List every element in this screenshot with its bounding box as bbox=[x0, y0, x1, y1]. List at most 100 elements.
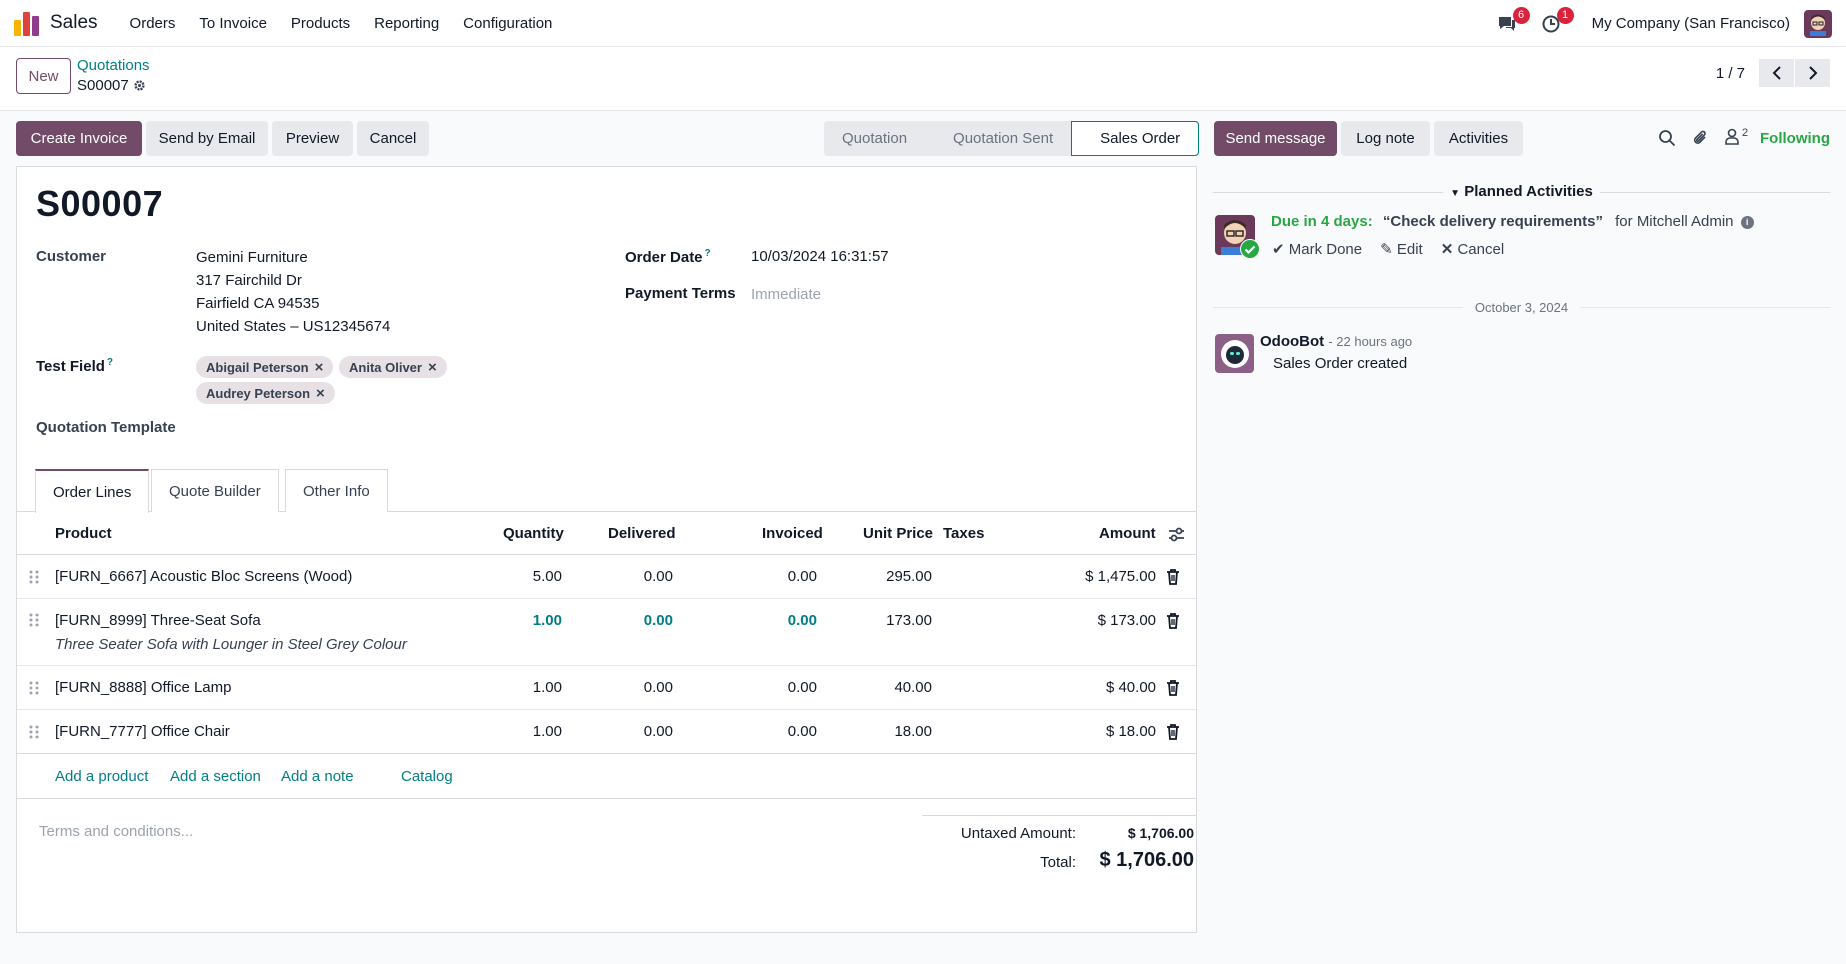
drag-handle-icon[interactable] bbox=[29, 681, 39, 695]
tab-order-lines[interactable]: Order Lines bbox=[35, 469, 150, 513]
line-unit-price[interactable]: 295.00 bbox=[886, 568, 932, 585]
odoobot-avatar[interactable] bbox=[1215, 334, 1254, 373]
menu-configuration[interactable]: Configuration bbox=[463, 14, 553, 32]
line-unit-price[interactable]: 40.00 bbox=[894, 679, 932, 696]
paperclip-icon[interactable] bbox=[1692, 129, 1710, 147]
app-logo-icon[interactable] bbox=[14, 10, 40, 36]
column-product[interactable]: Product bbox=[55, 525, 112, 542]
line-unit-price[interactable]: 18.00 bbox=[894, 723, 932, 740]
send-message-button[interactable]: Send message bbox=[1214, 121, 1337, 156]
app-name[interactable]: Sales bbox=[50, 12, 98, 33]
line-delivered[interactable]: 0.00 bbox=[643, 723, 673, 740]
optional-columns-icon[interactable] bbox=[1168, 527, 1185, 542]
table-row[interactable]: [FURN_7777] Office Chair 1.00 0.00 0.00 … bbox=[17, 710, 1196, 754]
line-quantity[interactable]: 1.00 bbox=[532, 679, 562, 696]
activity-due: Due in 4 days: bbox=[1271, 213, 1373, 230]
create-invoice-button[interactable]: Create Invoice bbox=[16, 121, 142, 156]
add-note-link[interactable]: Add a note bbox=[281, 768, 354, 785]
line-delivered[interactable]: 0.00 bbox=[643, 612, 673, 629]
pager-previous-button[interactable] bbox=[1759, 59, 1794, 87]
send-by-email-button[interactable]: Send by Email bbox=[146, 121, 268, 156]
line-delivered[interactable]: 0.00 bbox=[643, 568, 673, 585]
following-button[interactable]: Following bbox=[1760, 130, 1830, 147]
stage-quotation-sent[interactable]: Quotation Sent bbox=[925, 121, 1072, 156]
line-description[interactable]: Three Seater Sofa with Lounger in Steel … bbox=[55, 636, 407, 653]
help-tooltip-icon[interactable]: ? bbox=[106, 357, 114, 368]
help-tooltip-icon[interactable]: ? bbox=[704, 248, 711, 259]
column-amount[interactable]: Amount bbox=[1099, 525, 1156, 542]
remove-tag-icon[interactable]: × bbox=[316, 384, 325, 402]
drag-handle-icon[interactable] bbox=[29, 570, 39, 584]
column-delivered[interactable]: Delivered bbox=[608, 525, 676, 542]
activity-menu[interactable]: 1 bbox=[1540, 6, 1574, 35]
payment-terms-field[interactable]: Immediate bbox=[751, 286, 822, 303]
edit-activity-button[interactable]: ✎ Edit bbox=[1380, 241, 1423, 258]
planned-activities-toggle[interactable]: ▼ Planned Activities bbox=[1213, 183, 1830, 200]
totals-divider bbox=[922, 815, 1196, 816]
breadcrumb-quotations[interactable]: Quotations bbox=[77, 57, 150, 74]
tag-label: Abigail Peterson bbox=[206, 359, 309, 375]
menu-products[interactable]: Products bbox=[290, 14, 351, 32]
tab-other-info[interactable]: Other Info bbox=[285, 469, 388, 512]
mark-done-button[interactable]: ✔ Mark Done bbox=[1272, 241, 1363, 258]
pager-value[interactable]: 1 / 7 bbox=[1715, 64, 1745, 82]
activity-actions: ✔ Mark Done ✎ Edit ✕ Cancel bbox=[1272, 240, 1504, 258]
column-unit-price[interactable]: Unit Price bbox=[863, 525, 934, 542]
message-author[interactable]: OdooBot bbox=[1260, 333, 1325, 350]
line-product[interactable]: [FURN_7777] Office Chair bbox=[55, 723, 230, 740]
remove-tag-icon[interactable]: × bbox=[314, 358, 324, 376]
cancel-activity-button[interactable]: ✕ Cancel bbox=[1440, 241, 1505, 258]
search-icon[interactable] bbox=[1658, 129, 1676, 147]
tag-label: Audrey Peterson bbox=[206, 385, 311, 401]
activities-button[interactable]: Activities bbox=[1434, 121, 1523, 156]
close-icon: ✕ bbox=[1440, 241, 1454, 258]
company-switcher[interactable]: My Company (San Francisco) bbox=[1591, 15, 1790, 32]
customer-link[interactable]: Gemini Furniture bbox=[196, 249, 308, 266]
trash-icon[interactable] bbox=[1166, 680, 1180, 696]
menu-reporting[interactable]: Reporting bbox=[374, 14, 440, 32]
remove-tag-icon[interactable]: × bbox=[427, 358, 437, 376]
table-row[interactable]: [FURN_8888] Office Lamp 1.00 0.00 0.00 4… bbox=[17, 666, 1196, 710]
add-product-link[interactable]: Add a product bbox=[55, 768, 149, 785]
new-button[interactable]: New bbox=[16, 58, 71, 94]
trash-icon[interactable] bbox=[1166, 613, 1180, 629]
add-section-link[interactable]: Add a section bbox=[170, 768, 261, 785]
order-date-field[interactable]: 10/03/2024 16:31:57 bbox=[751, 248, 889, 265]
user-avatar[interactable] bbox=[1804, 9, 1832, 38]
stage-quotation[interactable]: Quotation bbox=[824, 121, 926, 156]
trash-icon[interactable] bbox=[1166, 724, 1180, 740]
table-row[interactable]: [FURN_6667] Acoustic Bloc Screens (Wood)… bbox=[17, 555, 1196, 599]
drag-handle-icon[interactable] bbox=[29, 613, 39, 627]
line-product[interactable]: [FURN_8888] Office Lamp bbox=[55, 679, 232, 696]
preview-button[interactable]: Preview bbox=[272, 121, 353, 156]
terms-and-conditions-field[interactable]: Terms and conditions... bbox=[39, 823, 194, 840]
line-product[interactable]: [FURN_8999] Three-Seat Sofa bbox=[55, 612, 261, 629]
table-row[interactable]: [FURN_8999] Three-Seat Sofa Three Seater… bbox=[17, 599, 1196, 666]
menu-to-invoice[interactable]: To Invoice bbox=[199, 14, 267, 32]
line-unit-price[interactable]: 173.00 bbox=[886, 612, 932, 629]
stage-sales-order[interactable]: Sales Order bbox=[1071, 121, 1200, 156]
column-quantity[interactable]: Quantity bbox=[503, 525, 564, 542]
info-icon[interactable]: i bbox=[1740, 215, 1754, 229]
line-quantity[interactable]: 1.00 bbox=[532, 612, 562, 629]
gear-icon[interactable] bbox=[133, 79, 146, 92]
line-product[interactable]: [FURN_6667] Acoustic Bloc Screens (Wood) bbox=[55, 568, 353, 585]
total-label: Total: bbox=[1040, 854, 1076, 871]
message-time: - 22 hours ago bbox=[1328, 334, 1413, 349]
line-quantity[interactable]: 5.00 bbox=[532, 568, 562, 585]
catalog-link[interactable]: Catalog bbox=[401, 768, 453, 785]
line-delivered[interactable]: 0.00 bbox=[643, 679, 673, 696]
pager-next-button[interactable] bbox=[1795, 59, 1830, 87]
activity-header: Due in 4 days: “Check delivery requireme… bbox=[1271, 213, 1754, 230]
trash-icon[interactable] bbox=[1166, 569, 1180, 585]
column-taxes[interactable]: Taxes bbox=[943, 525, 985, 542]
drag-handle-icon[interactable] bbox=[29, 725, 39, 739]
line-quantity[interactable]: 1.00 bbox=[532, 723, 562, 740]
menu-orders[interactable]: Orders bbox=[129, 14, 176, 32]
tab-quote-builder[interactable]: Quote Builder bbox=[151, 469, 279, 512]
cancel-order-button[interactable]: Cancel bbox=[357, 121, 429, 156]
followers-button[interactable]: 2 bbox=[1724, 127, 1748, 145]
log-note-button[interactable]: Log note bbox=[1341, 121, 1430, 156]
messaging-menu[interactable]: 6 bbox=[1496, 6, 1530, 35]
column-invoiced[interactable]: Invoiced bbox=[762, 525, 823, 542]
